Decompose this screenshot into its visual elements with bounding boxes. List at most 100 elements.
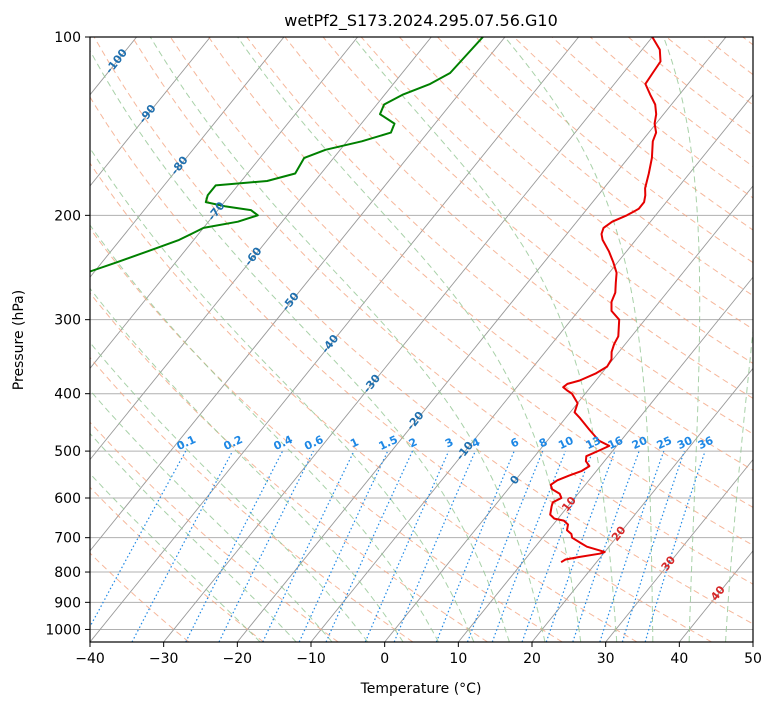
moist-adiabat-line	[90, 341, 369, 642]
x-tick-label: 20	[523, 651, 541, 667]
dry-adiabat-line	[131, 37, 753, 585]
mixing-ratio-line	[466, 450, 544, 642]
mixing-ratio-label: 16	[606, 434, 626, 452]
mixing-ratio-label: 1	[348, 435, 360, 450]
mixing-ratio-label: 0.6	[302, 433, 325, 453]
moist-adiabat-line	[90, 432, 297, 642]
y-tick-label: 700	[54, 531, 81, 547]
dry-adiabat-line	[169, 37, 753, 546]
mixing-ratio-line	[262, 450, 355, 642]
dry-adiabat-line	[360, 37, 753, 365]
isotherm-label: 0	[507, 473, 522, 487]
dry-adiabat-line	[90, 486, 264, 642]
x-tick-label: −20	[223, 651, 253, 667]
moist-adiabat-line	[90, 472, 261, 642]
y-tick-label: 100	[54, 30, 81, 46]
isotherm-line	[90, 37, 358, 370]
mixing-ratio-label: 13	[584, 434, 603, 452]
isotherm-line	[236, 37, 727, 642]
mixing-ratio-line	[545, 450, 616, 642]
y-axis-title: Pressure (hPa)	[11, 290, 27, 390]
mixing-ratio-label: 3	[443, 435, 455, 450]
y-tick-label: 300	[54, 313, 81, 329]
dry-adiabat-line	[322, 37, 753, 399]
isotherm-label: 30	[659, 553, 679, 573]
temperature-profile-line	[549, 37, 662, 564]
dry-adiabat-line	[90, 292, 488, 642]
x-tick-label: −40	[75, 651, 105, 667]
mixing-ratio-label: 6	[509, 435, 522, 450]
mixing-ratio-label: 10	[556, 434, 576, 452]
y-tick-label: 800	[54, 565, 81, 581]
y-tick-label: 200	[54, 208, 81, 224]
isotherm-line	[531, 367, 753, 642]
mixing-ratio-line	[435, 450, 515, 642]
y-tick-label: 600	[54, 491, 81, 507]
y-tick-label: 1000	[45, 622, 81, 638]
isotherm-line	[90, 37, 285, 278]
dry-adiabat-line	[90, 552, 190, 642]
y-tick-label: 400	[54, 387, 81, 403]
moist-adiabat-line	[90, 147, 475, 642]
moist-adiabat-line	[90, 49, 510, 642]
x-tick-label: 30	[597, 651, 615, 667]
mixing-ratio-label: 2	[407, 435, 419, 450]
isotherm-line	[90, 37, 506, 552]
x-tick-label: 40	[670, 651, 688, 667]
moist-adiabat-line	[90, 224, 439, 642]
mixing-ratio-label: 1.5	[377, 433, 400, 453]
mixing-ratio-line	[185, 450, 284, 642]
dry-adiabat-line	[589, 37, 753, 168]
isotherm-line	[384, 185, 753, 642]
x-axis-title: Temperature (°C)	[360, 681, 482, 697]
dry-adiabat-line	[208, 37, 753, 508]
isotherm-line	[310, 94, 753, 642]
x-tick-label: 0	[380, 651, 389, 667]
dry-adiabat-line	[90, 227, 563, 642]
dry-adiabat-line	[513, 37, 753, 231]
mixing-ratio-line	[131, 450, 234, 642]
dry-adiabat-line	[90, 421, 339, 642]
mixing-ratio-line	[393, 450, 476, 642]
x-tick-label: 50	[744, 651, 762, 667]
mixing-ratio-label: 0.2	[222, 433, 245, 453]
mixing-ratio-label: 20	[630, 434, 650, 452]
dewpoint-profile-line	[90, 37, 484, 273]
mixing-ratio-line	[364, 450, 450, 642]
dry-adiabat-line	[704, 37, 753, 76]
plot-frame	[89, 36, 754, 643]
moist-adiabat-line	[725, 325, 753, 642]
isotherm-line	[163, 37, 653, 642]
mixing-ratio-line	[572, 450, 640, 642]
mixing-ratio-line	[644, 450, 706, 642]
isotherm-line	[90, 37, 579, 642]
chart-title: wetPf2_S173.2024.295.07.56.G10	[284, 11, 558, 31]
mixing-ratio-label: 0.1	[175, 433, 198, 453]
mixing-ratio-line	[599, 450, 665, 642]
mixing-ratio-label: 36	[696, 434, 716, 452]
mixing-ratio-line	[491, 450, 566, 642]
mixing-ratio-line	[521, 450, 594, 642]
background-lines	[0, 37, 753, 642]
mixing-ratio-line	[325, 450, 414, 642]
isotherm-line	[678, 550, 753, 642]
isotherm-line	[457, 276, 753, 642]
isotherm-label: 10	[559, 494, 579, 514]
mixing-ratio-line	[621, 450, 685, 642]
mixing-ratio-label: 8	[537, 435, 549, 450]
isotherm-line	[752, 641, 753, 642]
dry-adiabat-line	[90, 356, 414, 642]
mixing-ratio-line	[90, 450, 187, 628]
x-tick-label: 10	[449, 651, 467, 667]
dry-adiabat-line	[93, 37, 753, 625]
isotherm-line	[0, 37, 63, 642]
isotherm-line	[605, 458, 753, 642]
y-tick-label: 900	[54, 595, 81, 611]
moist-adiabat-line	[663, 37, 701, 642]
axes: −40 −30 −20 −10 0 10 20 30 40 5010020030040050060…	[45, 30, 762, 667]
dry-adiabat-line	[551, 37, 753, 199]
sounding-profiles	[90, 37, 662, 564]
dry-adiabat-line	[399, 37, 753, 330]
x-tick-label: −30	[149, 651, 179, 667]
